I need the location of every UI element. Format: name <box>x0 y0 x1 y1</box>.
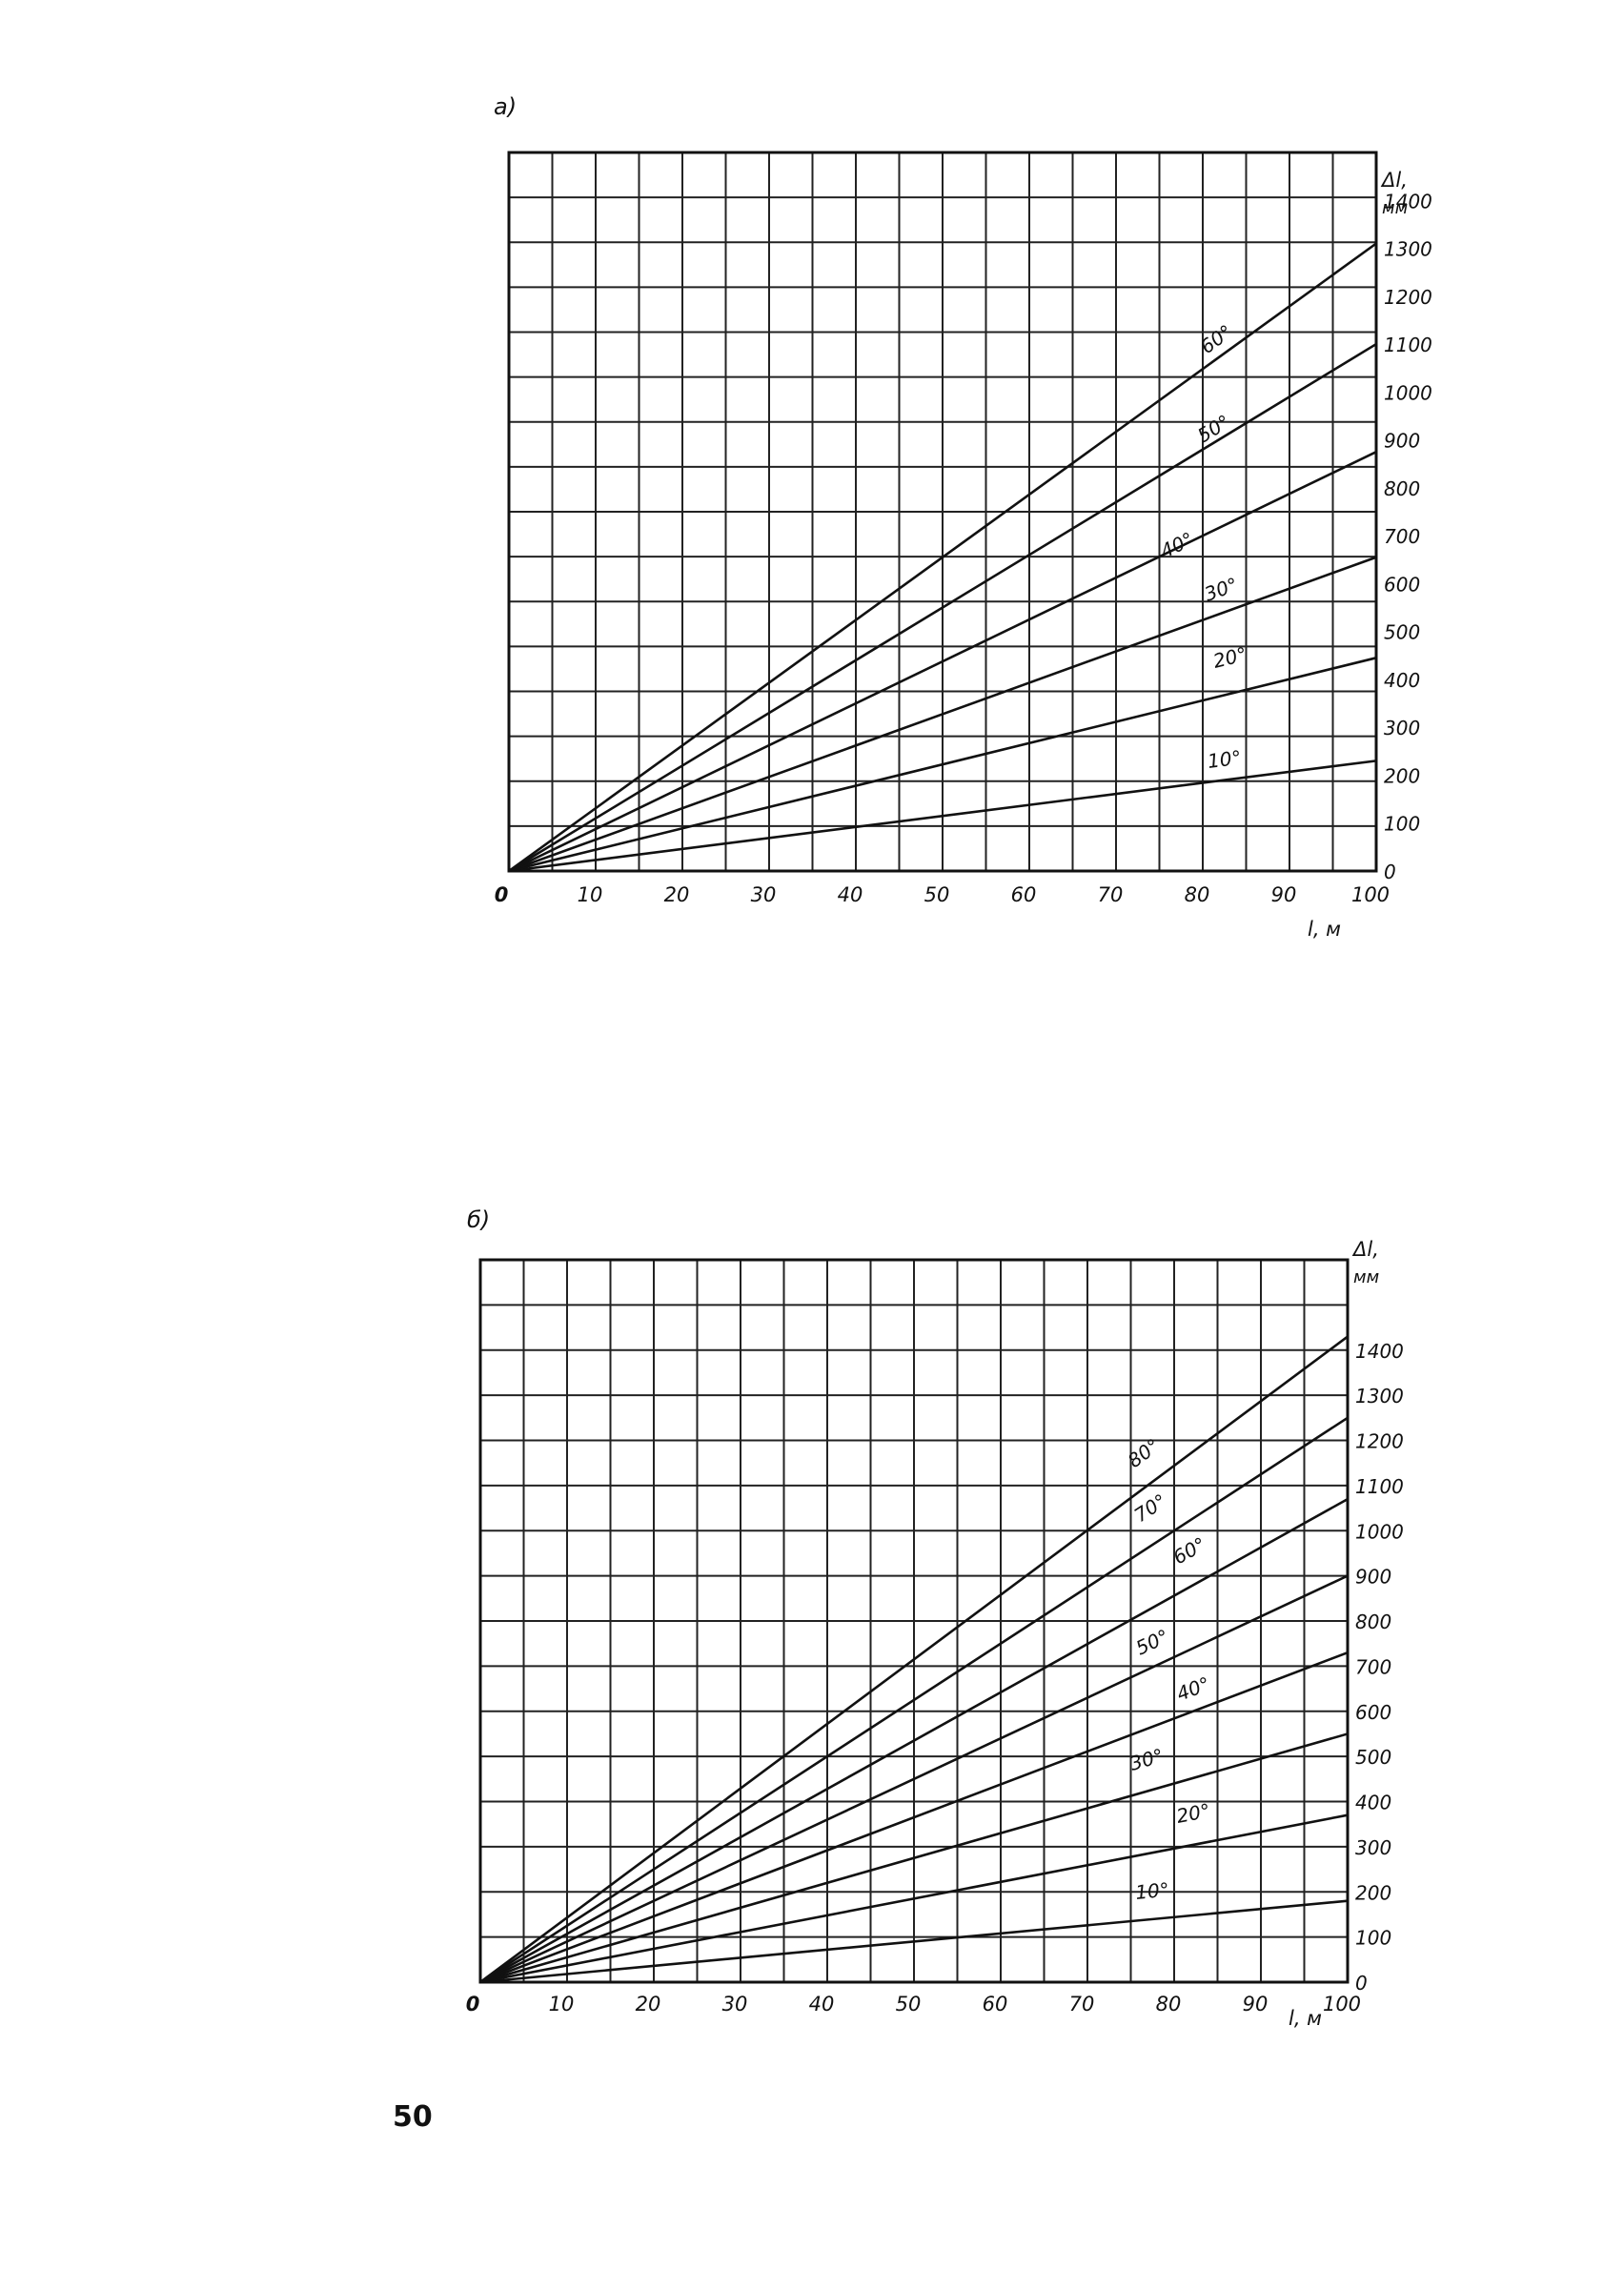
x-tick-label: 50 <box>896 1993 922 2016</box>
y-tick-label: 1300 <box>1355 1385 1404 1408</box>
series-line <box>479 1497 1349 1984</box>
series-label: 50° <box>1193 410 1234 447</box>
series-label: 20° <box>1174 1799 1211 1828</box>
series-line <box>508 556 1377 873</box>
y-tick-label: 500 <box>1384 621 1420 644</box>
y-tick-label: 0 <box>1384 861 1396 883</box>
y-tick-label: 1000 <box>1384 381 1432 404</box>
x-axis-label: l, м <box>1308 918 1341 941</box>
y-tick-label: 500 <box>1355 1746 1391 1769</box>
x-tick-label: 70 <box>1098 883 1124 906</box>
plot-frame <box>478 1258 1350 1984</box>
y-tick-label: 200 <box>1355 1881 1391 1904</box>
series-label: 10° <box>1207 746 1243 773</box>
y-tick-label: 0 <box>1355 1972 1368 1995</box>
y-axis-unit: мм <box>1382 198 1408 218</box>
x-tick-label: 60 <box>983 1993 1008 2016</box>
x-tick-label: 0 <box>495 883 509 906</box>
series-line <box>508 657 1377 873</box>
series-line <box>479 1732 1349 1984</box>
x-tick-label: 30 <box>751 883 777 906</box>
y-tick-label: 600 <box>1384 573 1420 596</box>
y-tick-label: 1300 <box>1384 238 1432 261</box>
series-label: 10° <box>1134 1878 1170 1904</box>
y-tick-label: 900 <box>1384 430 1420 453</box>
y-tick-label: 700 <box>1384 525 1420 548</box>
y-tick-label: 1000 <box>1355 1520 1404 1543</box>
x-tick-label: 40 <box>838 883 863 906</box>
x-tick-label: 60 <box>1011 883 1037 906</box>
series-line <box>479 1813 1349 1984</box>
x-tick-label: 40 <box>809 1993 835 2016</box>
y-tick-label: 300 <box>1355 1836 1391 1859</box>
y-tick-label: 1200 <box>1355 1430 1404 1453</box>
y-tick-label: 200 <box>1384 764 1420 787</box>
y-tick-label: 1100 <box>1384 334 1432 356</box>
series-label: 30° <box>1127 1744 1167 1775</box>
series-label: 60° <box>1169 1532 1210 1569</box>
y-tick-label: 100 <box>1384 813 1420 836</box>
series-label: 40° <box>1173 1672 1213 1706</box>
x-tick-label: 90 <box>1243 1993 1269 2016</box>
series-line <box>479 1335 1349 1984</box>
y-axis-unit: мм <box>1353 1267 1379 1287</box>
series-line <box>508 760 1377 873</box>
x-tick-label: 90 <box>1271 883 1297 906</box>
series-line <box>479 1651 1349 1984</box>
y-tick-label: 1200 <box>1384 286 1432 309</box>
x-tick-label: 20 <box>636 1993 661 2016</box>
y-tick-label: 400 <box>1355 1792 1391 1814</box>
series-line <box>508 242 1377 873</box>
x-tick-label: 100 <box>1351 883 1390 906</box>
series-label: 50° <box>1132 1625 1172 1660</box>
y-tick-label: 900 <box>1355 1566 1391 1589</box>
chart-title: а) <box>494 93 517 120</box>
y-axis-label: Δl, <box>1380 169 1408 192</box>
series-line <box>479 1899 1349 1984</box>
page-number: 50 <box>393 2100 433 2134</box>
y-tick-label: 700 <box>1355 1655 1391 1678</box>
x-tick-label: 20 <box>664 883 690 906</box>
y-tick-label: 400 <box>1384 669 1420 692</box>
y-tick-label: 300 <box>1384 717 1420 739</box>
y-tick-label: 1400 <box>1384 190 1432 213</box>
y-tick-label: 1100 <box>1355 1475 1404 1498</box>
y-tick-label: 100 <box>1355 1927 1391 1950</box>
series-line <box>508 450 1377 873</box>
series-line <box>479 1416 1349 1984</box>
x-tick-label: 80 <box>1185 883 1210 906</box>
series-line <box>508 342 1377 873</box>
x-tick-label: 80 <box>1156 1993 1182 2016</box>
y-axis-label: Δl, <box>1351 1238 1379 1261</box>
y-tick-label: 1400 <box>1355 1340 1404 1363</box>
x-tick-label: 70 <box>1069 1993 1095 2016</box>
x-tick-label: 10 <box>549 1993 575 2016</box>
y-tick-label: 800 <box>1355 1610 1391 1633</box>
x-tick-label: 100 <box>1323 1993 1361 2016</box>
y-tick-label: 800 <box>1384 477 1420 500</box>
x-tick-label: 10 <box>578 883 603 906</box>
series-line <box>479 1574 1349 1984</box>
x-tick-label: 30 <box>722 1993 748 2016</box>
chart-title: б) <box>467 1206 490 1233</box>
y-tick-label: 600 <box>1355 1701 1391 1724</box>
x-tick-label: 0 <box>466 1993 480 2016</box>
x-tick-label: 50 <box>924 883 950 906</box>
x-axis-label: l, м <box>1289 2007 1322 2030</box>
plot-frame <box>507 151 1378 873</box>
